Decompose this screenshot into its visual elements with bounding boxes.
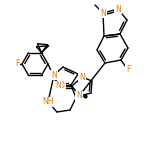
Text: N: N [100, 9, 106, 17]
Text: N: N [79, 73, 85, 81]
Text: O: O [59, 81, 65, 90]
Text: F: F [126, 66, 130, 74]
Text: N: N [55, 81, 61, 90]
Text: F: F [15, 59, 19, 69]
Text: N: N [76, 92, 82, 100]
Text: N: N [115, 5, 121, 14]
Text: N: N [51, 71, 57, 79]
Text: NH: NH [42, 97, 54, 107]
